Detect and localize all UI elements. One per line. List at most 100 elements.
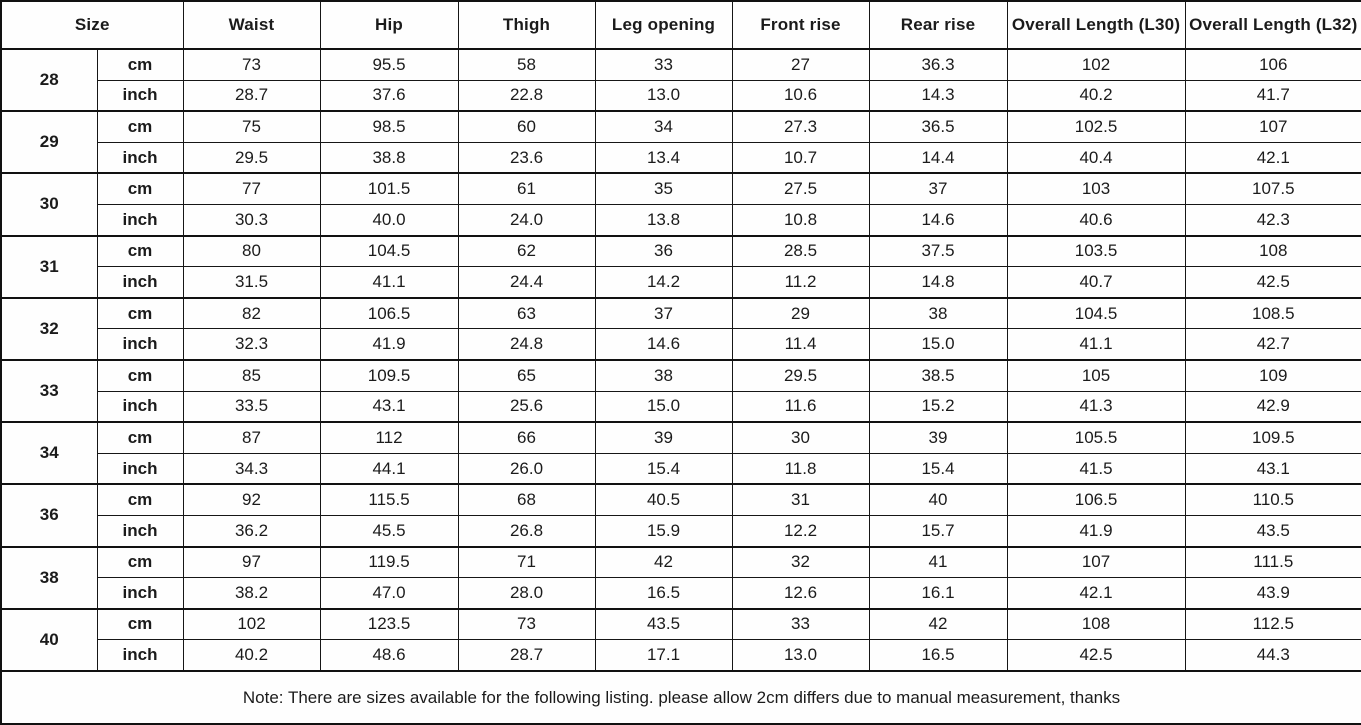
measurement-cell: 97 bbox=[182, 545, 321, 579]
measurement-cell: 112.5 bbox=[1184, 607, 1361, 641]
table-row-cm: 38 cm 97 119.5 71 42 32 41 107 111.5 bbox=[0, 545, 1361, 610]
measurement-cell: 102 bbox=[182, 607, 321, 641]
measurement-cell: 45.5 bbox=[319, 514, 459, 548]
unit-cell-cm: cm bbox=[96, 545, 184, 579]
measurement-cell: 38.5 bbox=[868, 358, 1008, 392]
measurement-cell: 15.0 bbox=[594, 390, 733, 423]
measurement-cell: 32 bbox=[731, 545, 870, 579]
measurement-cell: 42.5 bbox=[1184, 266, 1361, 299]
measurement-cell: 48.6 bbox=[319, 639, 459, 672]
measurement-cell: 10.8 bbox=[731, 203, 870, 237]
size-cell: 38 bbox=[0, 545, 98, 610]
measurement-cell: 15.4 bbox=[868, 452, 1008, 485]
measurement-cell: 108 bbox=[1184, 234, 1361, 268]
measurement-cell: 33 bbox=[731, 607, 870, 641]
measurement-cell: 16.1 bbox=[868, 577, 1008, 610]
table-row-cm: 31 cm 80 104.5 62 36 28.5 37.5 103.5 108 bbox=[0, 234, 1361, 299]
measurement-cell: 44.3 bbox=[1184, 639, 1361, 672]
measurement-cell: 101.5 bbox=[319, 172, 459, 205]
measurement-cell: 75 bbox=[182, 110, 321, 143]
unit-cell-inch: inch bbox=[96, 328, 184, 361]
measurement-cell: 12.2 bbox=[731, 514, 870, 548]
column-header: Leg opening bbox=[594, 0, 733, 50]
measurement-cell: 43.9 bbox=[1184, 577, 1361, 610]
table-row-inch: inch 28.7 37.6 22.8 13.0 10.6 14.3 40.2 41.7 bbox=[1, 79, 1361, 112]
measurement-cell: 13.4 bbox=[594, 141, 733, 174]
measurement-cell: 26.0 bbox=[457, 452, 596, 485]
measurement-cell: 92 bbox=[182, 483, 321, 516]
measurement-cell: 14.6 bbox=[594, 328, 733, 361]
measurement-cell: 98.5 bbox=[319, 110, 459, 143]
column-header: Hip bbox=[319, 0, 459, 50]
measurement-cell: 27.5 bbox=[731, 172, 870, 205]
measurement-cell: 109 bbox=[1184, 358, 1361, 392]
note-row: Note: There are sizes available for the … bbox=[0, 670, 1361, 725]
unit-cell-inch: inch bbox=[96, 79, 184, 112]
measurement-cell: 33.5 bbox=[182, 390, 321, 423]
measurement-cell: 37 bbox=[868, 172, 1008, 205]
measurement-cell: 103 bbox=[1006, 172, 1186, 205]
measurement-cell: 41.9 bbox=[319, 328, 459, 361]
measurement-cell: 40 bbox=[868, 483, 1008, 516]
measurement-cell: 106.5 bbox=[1006, 483, 1186, 516]
measurement-cell: 30.3 bbox=[182, 203, 321, 237]
unit-cell-cm: cm bbox=[96, 421, 184, 454]
measurement-cell: 107 bbox=[1184, 110, 1361, 143]
measurement-cell: 40.7 bbox=[1006, 266, 1186, 299]
table-row-inch: inch 29.5 38.8 23.6 13.4 10.7 14.4 40.4 42.1 bbox=[1, 141, 1361, 174]
measurement-cell: 10.7 bbox=[731, 141, 870, 174]
table-row-inch: inch 38.2 47.0 28.0 16.5 12.6 16.1 42.1 43.9 bbox=[1, 577, 1361, 610]
measurement-cell: 36.3 bbox=[868, 47, 1008, 81]
measurement-cell: 102 bbox=[1006, 47, 1186, 81]
measurement-cell: 36.5 bbox=[868, 110, 1008, 143]
measurement-cell: 107 bbox=[1006, 545, 1186, 579]
measurement-cell: 13.8 bbox=[594, 203, 733, 237]
measurement-cell: 73 bbox=[182, 47, 321, 81]
size-cell: 40 bbox=[0, 607, 98, 672]
measurement-cell: 28.0 bbox=[457, 577, 596, 610]
column-header: Overall Length (L32) bbox=[1184, 0, 1361, 50]
measurement-cell: 108 bbox=[1006, 607, 1186, 641]
measurement-cell: 65 bbox=[457, 358, 596, 392]
unit-cell-inch: inch bbox=[96, 203, 184, 237]
measurement-cell: 110.5 bbox=[1184, 483, 1361, 516]
measurement-cell: 60 bbox=[457, 110, 596, 143]
measurement-cell: 24.0 bbox=[457, 203, 596, 237]
measurement-cell: 16.5 bbox=[594, 577, 733, 610]
measurement-cell: 105.5 bbox=[1006, 421, 1186, 454]
measurement-cell: 11.8 bbox=[731, 452, 870, 485]
measurement-cell: 26.8 bbox=[457, 514, 596, 548]
measurement-cell: 33 bbox=[594, 47, 733, 81]
unit-cell-cm: cm bbox=[96, 607, 184, 641]
measurement-cell: 43.1 bbox=[1184, 452, 1361, 485]
measurement-cell: 109.5 bbox=[319, 358, 459, 392]
measurement-cell: 62 bbox=[457, 234, 596, 268]
measurement-cell: 27 bbox=[731, 47, 870, 81]
measurement-cell: 63 bbox=[457, 296, 596, 330]
size-cell: 31 bbox=[0, 234, 98, 299]
measurement-cell: 40.4 bbox=[1006, 141, 1186, 174]
size-cell: 28 bbox=[0, 47, 98, 112]
measurement-cell: 115.5 bbox=[319, 483, 459, 516]
measurement-cell: 24.8 bbox=[457, 328, 596, 361]
measurement-cell: 31.5 bbox=[182, 266, 321, 299]
table-row-inch: inch 36.2 45.5 26.8 15.9 12.2 15.7 41.9 43.5 bbox=[1, 514, 1361, 548]
measurement-cell: 29 bbox=[731, 296, 870, 330]
measurement-cell: 27.3 bbox=[731, 110, 870, 143]
measurement-cell: 10.6 bbox=[731, 79, 870, 112]
measurement-cell: 104.5 bbox=[319, 234, 459, 268]
measurement-cell: 11.4 bbox=[731, 328, 870, 361]
measurement-cell: 40.6 bbox=[1006, 203, 1186, 237]
measurement-cell: 22.8 bbox=[457, 79, 596, 112]
unit-cell-cm: cm bbox=[96, 47, 184, 81]
measurement-cell: 29.5 bbox=[182, 141, 321, 174]
measurement-cell: 123.5 bbox=[319, 607, 459, 641]
size-cell: 29 bbox=[0, 110, 98, 174]
measurement-cell: 41.9 bbox=[1006, 514, 1186, 548]
measurement-cell: 111.5 bbox=[1184, 545, 1361, 579]
measurement-cell: 11.6 bbox=[731, 390, 870, 423]
measurement-cell: 80 bbox=[182, 234, 321, 268]
measurement-cell: 38 bbox=[594, 358, 733, 392]
size-cell: 34 bbox=[0, 421, 98, 485]
table-row-inch: inch 30.3 40.0 24.0 13.8 10.8 14.6 40.6 42.3 bbox=[1, 203, 1361, 237]
